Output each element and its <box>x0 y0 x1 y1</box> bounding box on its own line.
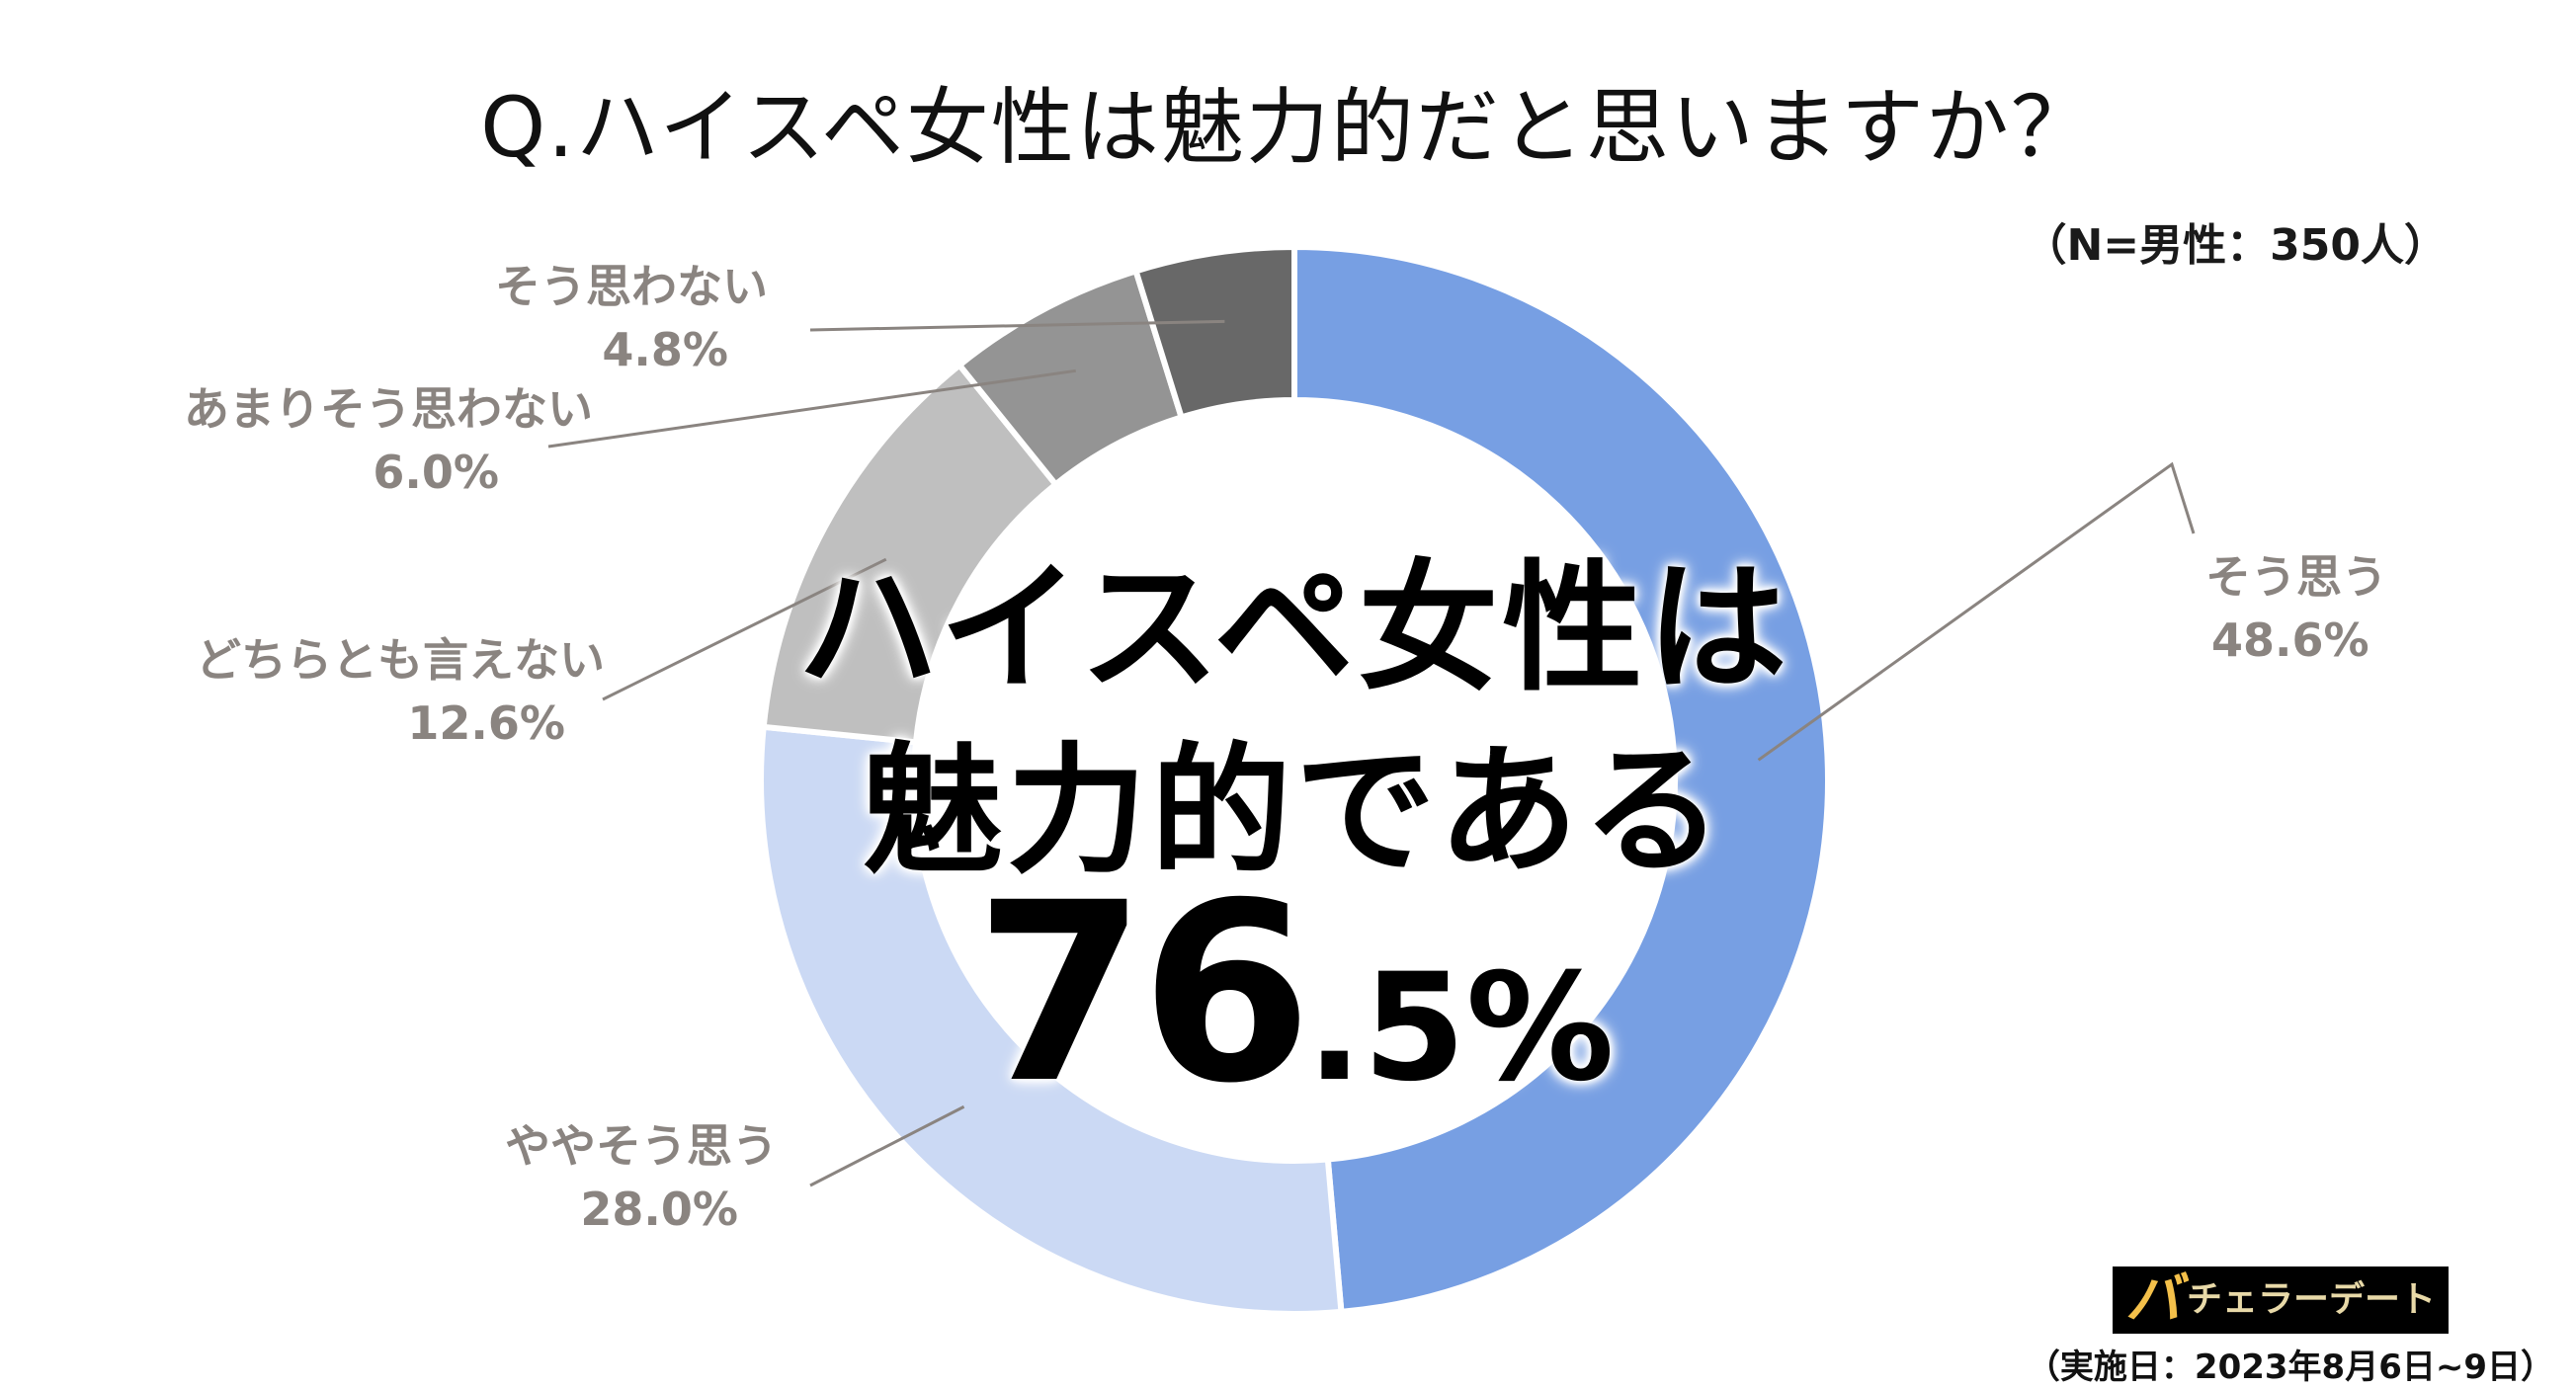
donut-slice-0 <box>1291 243 1831 1316</box>
brand-logo-mark: バ <box>2124 1267 2181 1332</box>
slice-label-sou-omou: そう思う 48.6% <box>2205 545 2387 672</box>
center-headline-line2: 魅力的である <box>862 730 1727 893</box>
survey-date: （実施日：2023年8月6日~9日） <box>2026 1348 2554 1387</box>
donut-slice-1 <box>758 723 1345 1317</box>
slice-value-label: 28.0% <box>580 1183 738 1236</box>
slice-value-label: 4.8% <box>602 323 728 376</box>
leader-line-2 <box>602 557 887 701</box>
slice-category-label: ややそう思う <box>505 1119 778 1173</box>
slice-category-label: そう思わない <box>495 260 768 313</box>
center-value-unit: % <box>1465 942 1615 1114</box>
sample-size-note: （N=男性：350人） <box>2023 220 2448 271</box>
leader-line-4 <box>809 319 1225 332</box>
slice-value-label: 48.6% <box>2211 613 2369 667</box>
slice-value-label: 12.6% <box>407 696 565 750</box>
leader-line-0 <box>1757 461 2196 762</box>
donut-slice-4 <box>1131 243 1297 422</box>
brand-logo: バ チェラーデート <box>2113 1266 2449 1334</box>
slice-label-amari: あまりそう思わない 6.0% <box>184 377 593 504</box>
slice-category-label: あまりそう思わない <box>184 382 593 436</box>
leader-line-1 <box>809 1104 965 1187</box>
center-headline-percentage: 76.5% <box>974 850 1615 1137</box>
chart-title: Q.ハイスペ女性は魅力的だと思いますか？ <box>480 79 2096 176</box>
slice-category-label: どちらとも言えない <box>196 633 605 687</box>
center-value-decimal: 5 <box>1363 942 1466 1114</box>
slice-label-dochira-tomo: どちらとも言えない 12.6% <box>196 628 605 755</box>
center-value-dot: . <box>1306 942 1364 1114</box>
slice-label-yaya-sou-omou: ややそう思う 28.0% <box>505 1114 778 1241</box>
leader-line-3 <box>547 368 1076 449</box>
center-headline-line1: ハイスペ女性は <box>797 547 1791 710</box>
slice-label-sou-omowanai: そう思わない 4.8% <box>495 255 768 381</box>
brand-logo-text: チェラーデート <box>2186 1279 2436 1320</box>
center-value-main: 76 <box>974 850 1312 1137</box>
slice-value-label: 6.0% <box>373 446 499 499</box>
slice-category-label: そう思う <box>2205 550 2387 604</box>
